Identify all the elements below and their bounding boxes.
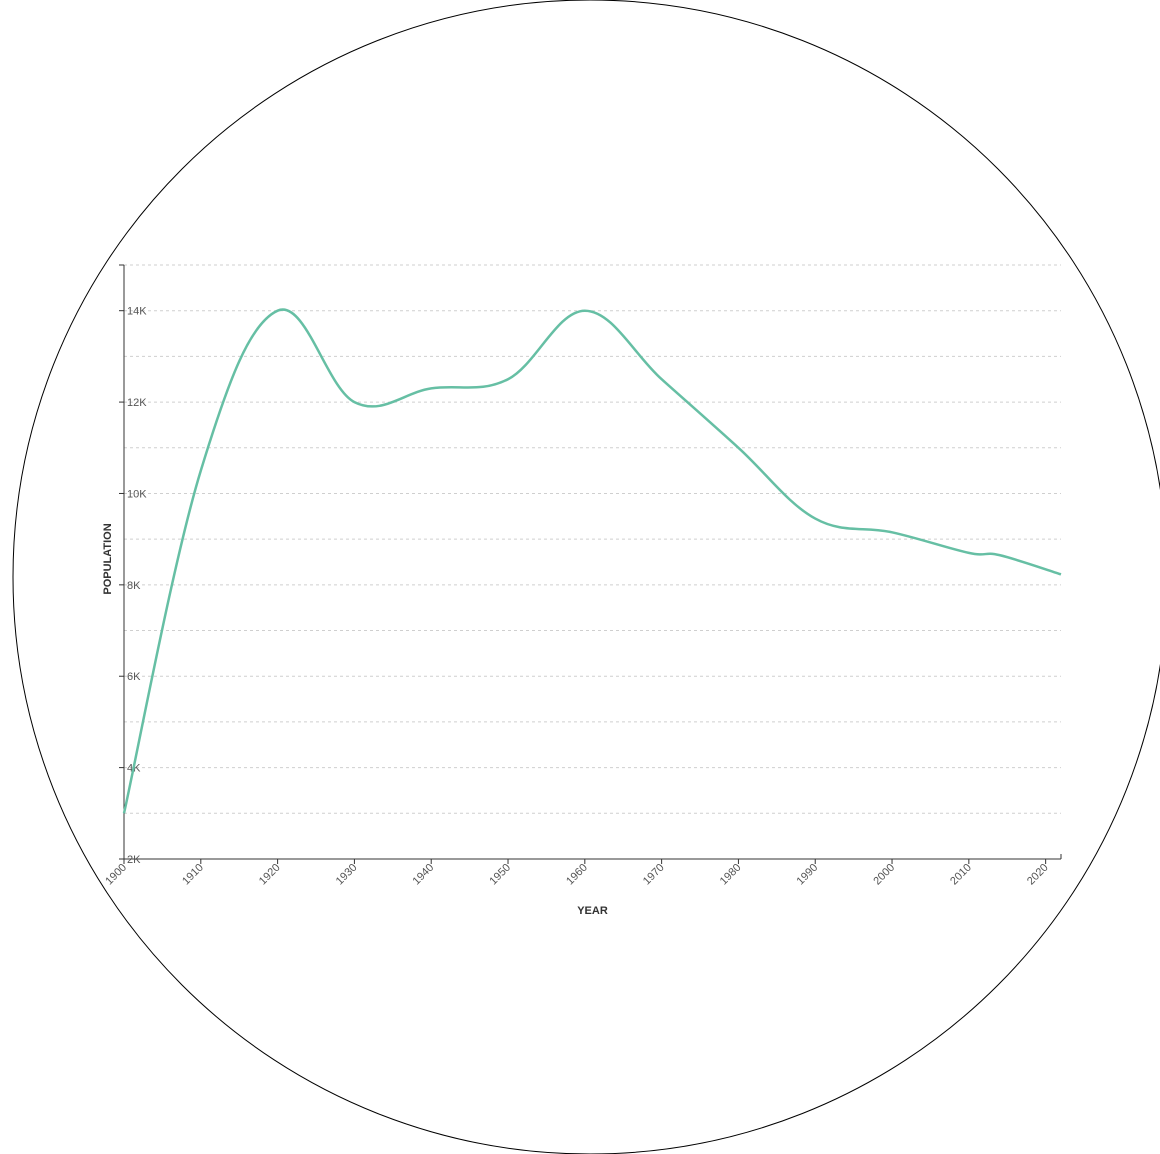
y-tick-label: 8K: [127, 580, 141, 592]
x-tick-label: 1950: [487, 862, 513, 888]
x-tick-label: 1970: [641, 862, 667, 888]
x-axis-title: YEAR: [577, 905, 608, 917]
x-tick-label: 2020: [1025, 862, 1051, 888]
x-tick-label: 1980: [718, 862, 744, 888]
y-tick-label: 6K: [127, 671, 141, 683]
x-tick-label: 1940: [411, 862, 437, 888]
x-tick-label: 2000: [871, 862, 897, 888]
y-tick-label: 10K: [127, 488, 147, 500]
x-tick-label: 2010: [948, 862, 974, 888]
y-tick-label: 12K: [127, 397, 147, 409]
y-tick-label: 2K: [127, 854, 141, 866]
y-tick-label: 14K: [127, 306, 147, 318]
series-line: [122, 308, 1062, 814]
x-tick-label: 1930: [334, 862, 360, 888]
x-tick-label: 1920: [257, 862, 283, 888]
x-tick-label: 1900: [103, 862, 129, 888]
circle-frame: [12, 0, 1160, 1154]
x-tick-label: 1990: [795, 862, 821, 888]
y-axis-title: POPULATION: [102, 523, 114, 594]
x-tick-label: 1960: [564, 862, 590, 888]
axes: [119, 264, 1062, 860]
series-layer: [122, 308, 1062, 814]
x-tick-label: 1910: [180, 862, 206, 888]
